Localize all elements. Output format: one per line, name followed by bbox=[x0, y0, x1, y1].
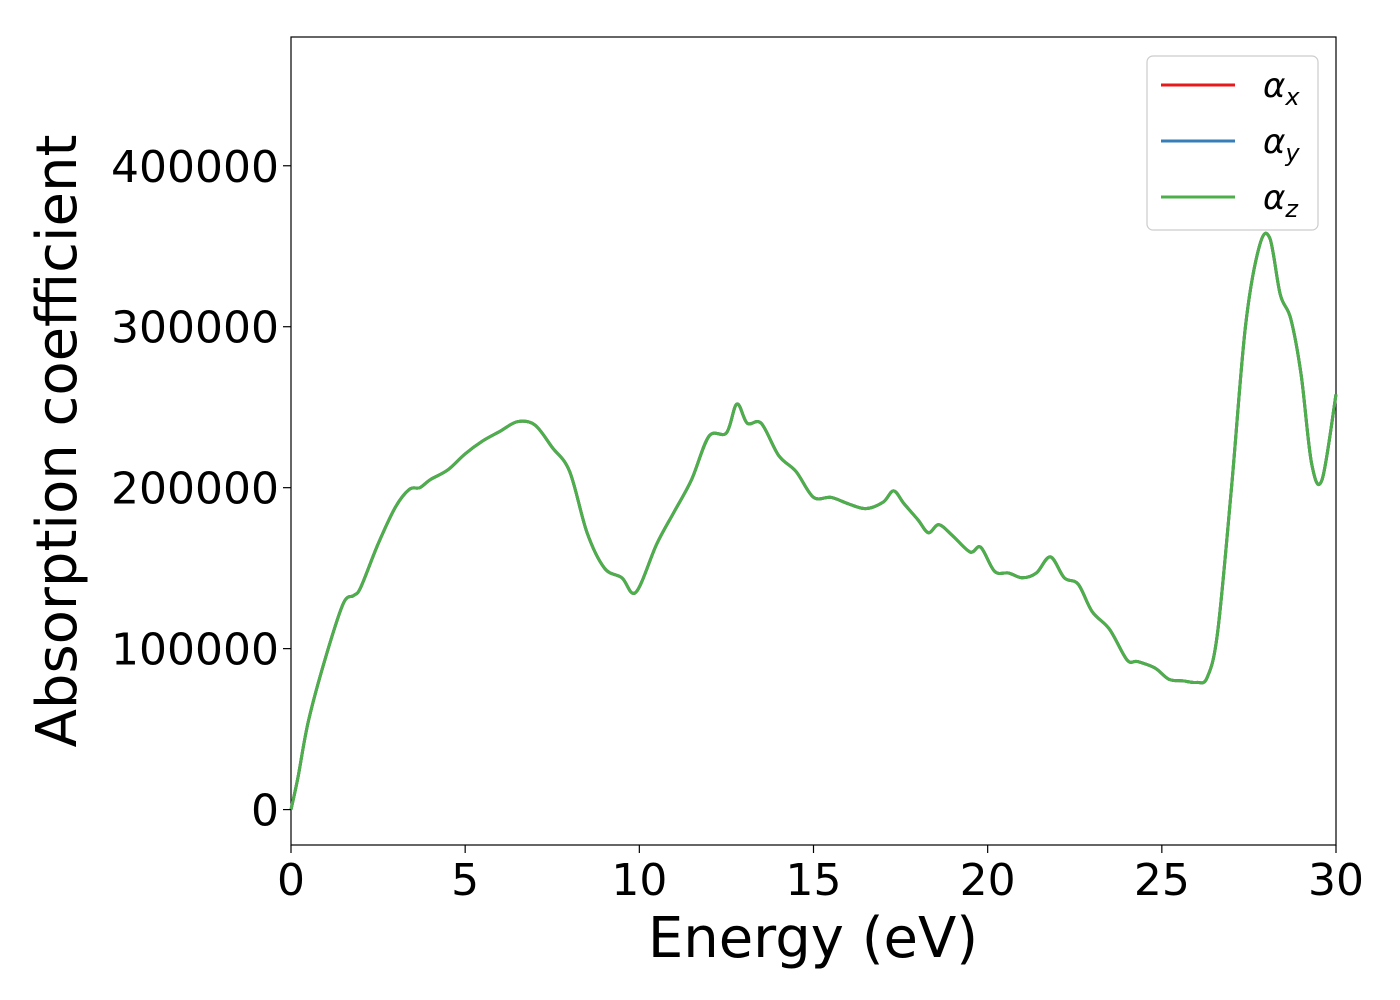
legend: αx αy αz bbox=[1146, 55, 1319, 231]
legend-box bbox=[1146, 55, 1319, 231]
x-axis-label: Energy (eV) bbox=[648, 906, 978, 971]
series-line-y bbox=[289, 231, 1338, 810]
y-tick-label: 400000 bbox=[111, 142, 279, 193]
y-axis-ticks: 0 100000 200000 300000 400000 bbox=[111, 142, 291, 837]
x-tick-label: 10 bbox=[611, 855, 667, 906]
y-tick-label: 300000 bbox=[111, 303, 279, 354]
legend-label-x: αx bbox=[1263, 66, 1300, 111]
x-axis-ticks: 0 5 10 15 20 25 30 bbox=[277, 845, 1364, 906]
series-line-x bbox=[289, 231, 1338, 810]
x-tick-label: 25 bbox=[1134, 855, 1190, 906]
series-line-z bbox=[289, 231, 1338, 810]
y-axis-label: Absorption coefficient bbox=[25, 135, 90, 748]
x-tick-label: 30 bbox=[1308, 855, 1364, 906]
y-tick-label: 200000 bbox=[111, 464, 279, 515]
x-tick-label: 20 bbox=[960, 855, 1016, 906]
y-tick-label: 100000 bbox=[111, 625, 279, 676]
x-tick-label: 0 bbox=[277, 855, 305, 906]
y-tick-label: 0 bbox=[251, 786, 279, 837]
x-tick-label: 15 bbox=[786, 855, 842, 906]
x-tick-label: 5 bbox=[451, 855, 479, 906]
legend-label-z: αz bbox=[1263, 178, 1299, 223]
series-lines bbox=[289, 231, 1338, 810]
legend-label-y: αy bbox=[1263, 122, 1300, 167]
